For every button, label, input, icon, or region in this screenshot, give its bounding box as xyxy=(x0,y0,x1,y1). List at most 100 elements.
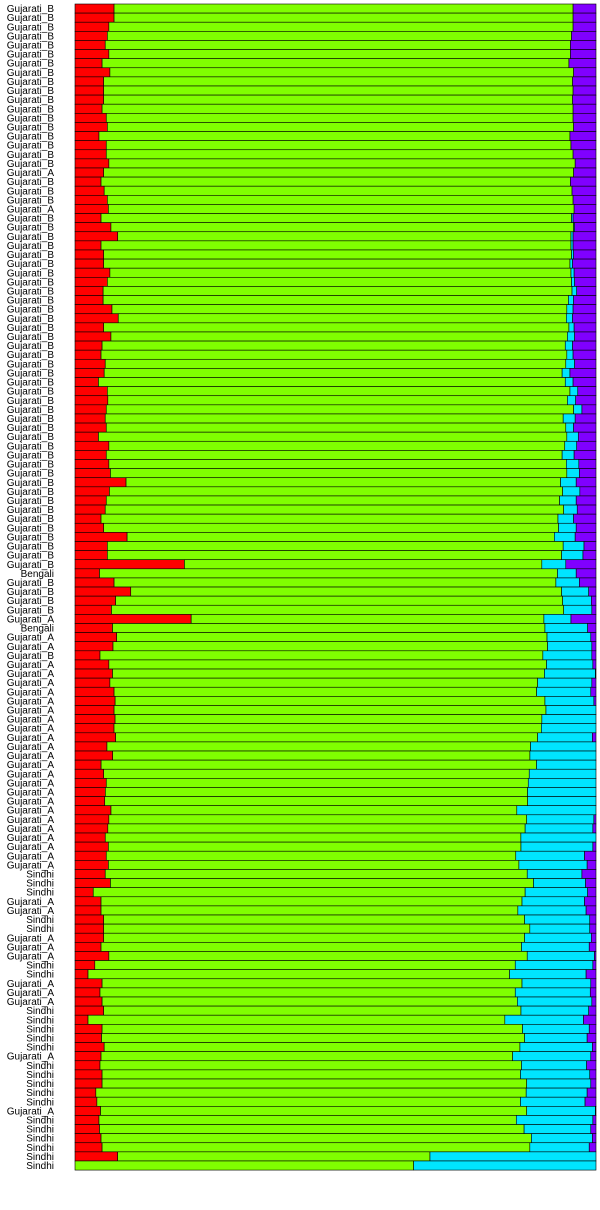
bar-segment-red xyxy=(74,796,106,806)
bar-segment-red xyxy=(74,1115,100,1125)
bar-segment-red xyxy=(74,1151,118,1162)
row-label: Sindhi xyxy=(26,1079,54,1090)
bar-segment-green xyxy=(104,40,571,50)
bar-segment-purple xyxy=(591,595,597,606)
bar-segment-green xyxy=(103,94,573,105)
bar-segment-green xyxy=(114,696,546,706)
bar-segment-cyan xyxy=(544,623,588,633)
bar-segment-red xyxy=(74,896,102,907)
bar-segment-purple xyxy=(590,686,597,697)
bar-segment-cyan xyxy=(559,495,577,506)
bar-segment-red xyxy=(74,741,108,752)
bar-segment-red xyxy=(74,559,185,570)
row-label: Gujarati_A xyxy=(7,897,55,908)
bar-segment-red xyxy=(74,996,103,1007)
bar-segment-green xyxy=(108,860,520,870)
bar-segment-green xyxy=(99,1060,522,1071)
bar-segment-green xyxy=(105,850,517,861)
row-label: Sindhi xyxy=(26,1088,54,1099)
row-label: Gujarati_B xyxy=(7,532,55,543)
row-label: Gujarati_B xyxy=(7,605,55,616)
bar-segment-green xyxy=(103,923,531,934)
bar-segment-red xyxy=(74,1124,100,1134)
bar-segment-green xyxy=(99,568,558,579)
row-label: Gujarati_B xyxy=(7,286,55,297)
bar-segment-purple xyxy=(565,559,597,570)
bar-segment-green xyxy=(113,3,574,14)
bar-segment-purple xyxy=(569,368,597,378)
bar-segment-green xyxy=(113,686,537,697)
bar-segment-cyan xyxy=(520,832,597,843)
row-label: Gujarati_A xyxy=(7,669,55,680)
bar-segment-green xyxy=(113,577,557,588)
bar-segment-cyan xyxy=(536,686,592,697)
bar-segment-purple xyxy=(576,504,597,515)
bar-segment-green xyxy=(117,231,572,242)
bar-segment-green xyxy=(108,49,571,59)
bar-segment-purple xyxy=(592,1115,597,1125)
bar-segment-red xyxy=(74,103,103,114)
bar-segment-purple xyxy=(573,167,597,178)
row-label: Gujarati_B xyxy=(7,195,55,206)
bar-segment-green xyxy=(107,122,574,132)
bar-segment-red xyxy=(74,12,115,23)
row-label: Gujarati_A xyxy=(7,788,55,799)
bar-segment-red xyxy=(74,167,104,178)
bar-segment-green xyxy=(109,677,538,688)
bar-segment-red xyxy=(74,468,111,479)
bar-segment-cyan xyxy=(564,440,578,451)
row-label: Sindhi xyxy=(26,1024,54,1035)
bar-segment-green xyxy=(108,204,575,214)
bar-segment-purple xyxy=(570,140,597,151)
bar-segment-cyan xyxy=(562,413,576,424)
row-label: Gujarati_A xyxy=(7,833,55,844)
row-label: Gujarati_A xyxy=(7,988,55,999)
row-label: Sindhi xyxy=(26,1134,54,1145)
bar-segment-red xyxy=(74,860,109,870)
bar-segment-cyan xyxy=(520,1005,590,1016)
bar-segment-purple xyxy=(570,49,597,59)
row-label: Bengali xyxy=(21,624,54,635)
row-label: Gujarati_A xyxy=(7,997,55,1008)
bar-segment-green xyxy=(114,714,543,724)
row-label: Gujarati_A xyxy=(7,696,55,707)
row-label: Gujarati_B xyxy=(7,132,55,143)
bar-segment-cyan xyxy=(547,641,593,652)
bar-segment-cyan xyxy=(526,1106,596,1116)
bar-segment-green xyxy=(117,313,567,324)
bar-segment-green xyxy=(105,422,567,433)
bar-segment-purple xyxy=(587,623,597,633)
bar-segment-purple xyxy=(575,477,597,488)
bar-segment-green xyxy=(101,1069,521,1080)
bar-segment-purple xyxy=(572,340,597,351)
bar-segment-green xyxy=(107,276,572,287)
bar-segment-green xyxy=(100,176,571,187)
row-label: Gujarati_A xyxy=(7,742,55,753)
bar-segment-cyan xyxy=(527,787,597,797)
row-label: Gujarati_B xyxy=(7,487,55,498)
bar-segment-purple xyxy=(575,395,597,406)
row-label: Gujarati_B xyxy=(7,86,55,97)
bar-segment-red xyxy=(74,322,104,333)
bar-segment-red xyxy=(74,195,108,205)
bar-segment-cyan xyxy=(545,705,597,715)
bar-segment-red xyxy=(74,304,113,315)
bar-segment-red xyxy=(74,641,114,652)
bar-segment-cyan xyxy=(571,286,578,296)
bar-segment-red xyxy=(74,358,106,369)
bar-segment-cyan xyxy=(523,1124,592,1134)
bar-segment-red xyxy=(74,276,108,287)
row-label: Gujarati_B xyxy=(7,323,55,334)
bar-segment-green xyxy=(111,604,565,615)
row-label: Gujarati_A xyxy=(7,842,55,853)
bar-segment-red xyxy=(74,31,108,41)
bar-segment-red xyxy=(74,714,116,724)
bar-segment-red xyxy=(74,213,102,223)
bar-segment-green xyxy=(103,322,570,333)
bar-segment-purple xyxy=(573,122,597,132)
bar-segment-purple xyxy=(591,604,597,615)
bar-segment-red xyxy=(74,787,106,797)
bar-segment-cyan xyxy=(566,304,574,315)
bar-segment-cyan xyxy=(524,914,591,925)
bar-segment-green xyxy=(107,195,574,205)
